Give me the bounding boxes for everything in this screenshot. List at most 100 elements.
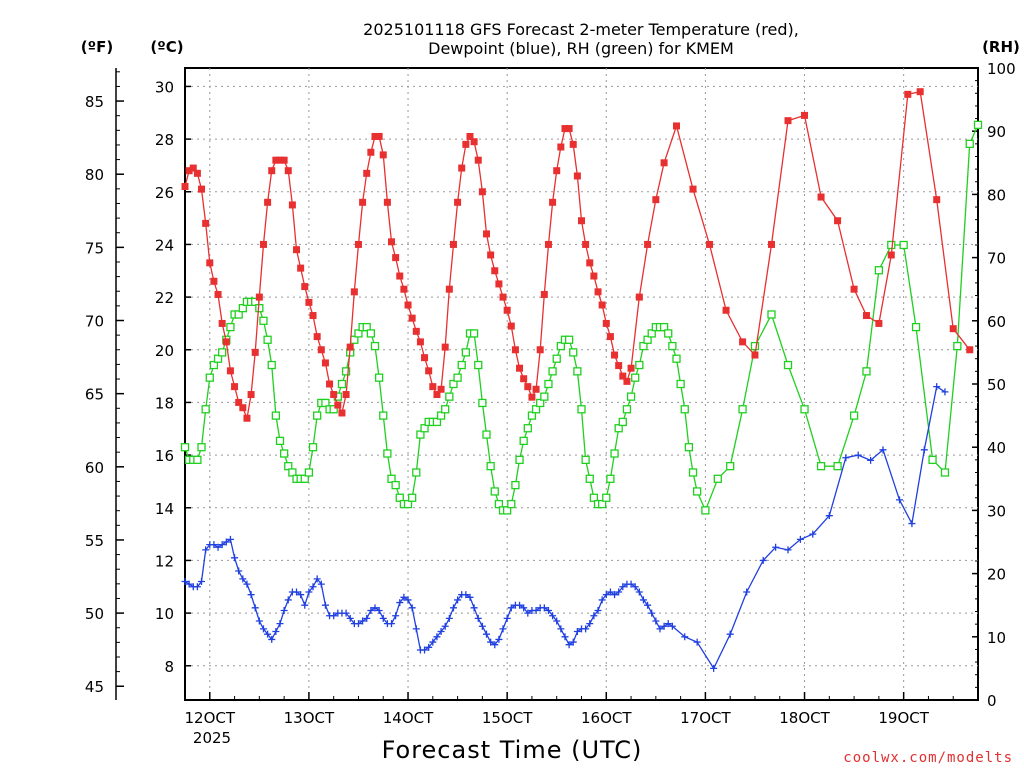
dewpoint-point	[400, 593, 408, 601]
temperature-point	[445, 285, 453, 293]
x-tick-label: 15OCT	[482, 709, 533, 727]
temperature-point	[949, 325, 957, 333]
temperature-point	[425, 367, 433, 375]
year-label: 2025	[193, 729, 231, 747]
dewpoint-point	[540, 604, 548, 612]
dewpoint-point	[491, 641, 499, 649]
temperature-point	[569, 140, 577, 148]
rh-tick-label: 30	[987, 502, 1006, 520]
dewpoint-point	[854, 451, 862, 459]
rh-point	[783, 360, 793, 370]
rh-point	[618, 417, 627, 427]
rh-point	[469, 329, 479, 338]
dewpoint-point	[594, 606, 602, 614]
temperature-point	[933, 196, 941, 204]
dewpoint-point	[202, 546, 210, 554]
temperature-point	[491, 267, 499, 275]
rh-point	[602, 493, 611, 502]
temperature-point	[313, 333, 321, 341]
temperature-point	[549, 198, 557, 206]
temperature-point	[375, 132, 383, 140]
temperature-point	[181, 183, 189, 190]
temperature-point	[578, 217, 585, 225]
temperature-point	[850, 285, 858, 293]
rh-point	[887, 240, 896, 250]
chart-title-line2: Dewpoint (blue), RH (green) for KMEM	[428, 39, 734, 58]
temperature-point	[367, 148, 375, 156]
rh-point	[573, 367, 582, 376]
dewpoint-point	[867, 456, 875, 464]
temperature-point	[293, 246, 301, 254]
rh-point	[701, 506, 710, 515]
temperature-point	[189, 164, 197, 172]
f-tick-label: 60	[85, 459, 104, 477]
rh-point	[486, 462, 495, 471]
rh-point	[692, 487, 702, 496]
dewpoint-point	[586, 620, 594, 628]
temperature-point	[441, 343, 449, 351]
dewpoint-point	[231, 554, 239, 562]
dewpoint-point	[449, 604, 457, 612]
dewpoint-point	[520, 604, 528, 612]
rh-point	[540, 392, 549, 401]
c-tick-label: 18	[155, 394, 174, 412]
temperature-point	[326, 380, 334, 388]
rh-point	[329, 405, 338, 414]
temperature-point	[862, 312, 870, 320]
rh-point	[610, 449, 619, 458]
c-tick-label: 24	[155, 236, 174, 254]
rh-point	[668, 341, 677, 351]
temperature-point	[280, 156, 288, 164]
temperature-point	[454, 198, 462, 206]
temperature-point	[586, 259, 594, 267]
temperature-point	[338, 409, 346, 417]
dewpoint-point	[264, 630, 272, 638]
rh-point	[267, 360, 276, 370]
dewpoint-point	[317, 580, 325, 588]
rh-point	[965, 139, 974, 148]
temperature-point	[354, 240, 362, 248]
dewpoint-point	[388, 620, 396, 628]
rh-point	[255, 304, 264, 313]
dewpoint-point	[379, 614, 387, 622]
rh-point	[672, 354, 681, 363]
rh-line	[184, 124, 979, 513]
dewpoint-point	[243, 580, 251, 588]
x-tick-label: 12OCT	[185, 709, 236, 727]
rh-point	[313, 411, 322, 420]
dewpoint-point	[342, 609, 350, 617]
rh-tick-label: 80	[987, 186, 1006, 204]
dewpoint-point	[354, 620, 362, 628]
temperature-point	[255, 293, 263, 301]
c-tick-label: 30	[155, 78, 174, 96]
dewpoint-point	[454, 596, 462, 604]
rh-point	[275, 436, 285, 446]
dewpoint-point	[582, 625, 590, 633]
temperature-point	[619, 372, 627, 380]
rh-point	[816, 462, 826, 471]
rh-point	[226, 322, 235, 332]
c-tick-label: 26	[155, 184, 174, 202]
temperature-point	[784, 117, 792, 125]
rh-point	[874, 266, 884, 275]
dewpoint-point	[635, 588, 643, 596]
dewpoint-point	[433, 633, 441, 641]
temperature-point	[544, 240, 552, 248]
dewpoint-point	[441, 622, 449, 630]
rh-point	[726, 462, 735, 471]
temperature-point	[412, 327, 420, 335]
rh-point	[928, 455, 937, 464]
temperature-point	[751, 351, 759, 359]
dewpoint-point	[193, 583, 201, 591]
temperature-point	[396, 272, 404, 280]
temperature-point	[429, 383, 437, 391]
rh-tick-label: 50	[987, 376, 1006, 394]
dewpoint-point	[404, 596, 412, 604]
dewpoint-point	[693, 638, 701, 646]
dewpoint-point	[392, 612, 400, 620]
temperature-point	[672, 122, 680, 130]
rh-point	[279, 449, 289, 458]
dewpoint-point	[495, 635, 503, 643]
temperature-point	[371, 132, 379, 140]
temperature-point	[615, 362, 623, 370]
